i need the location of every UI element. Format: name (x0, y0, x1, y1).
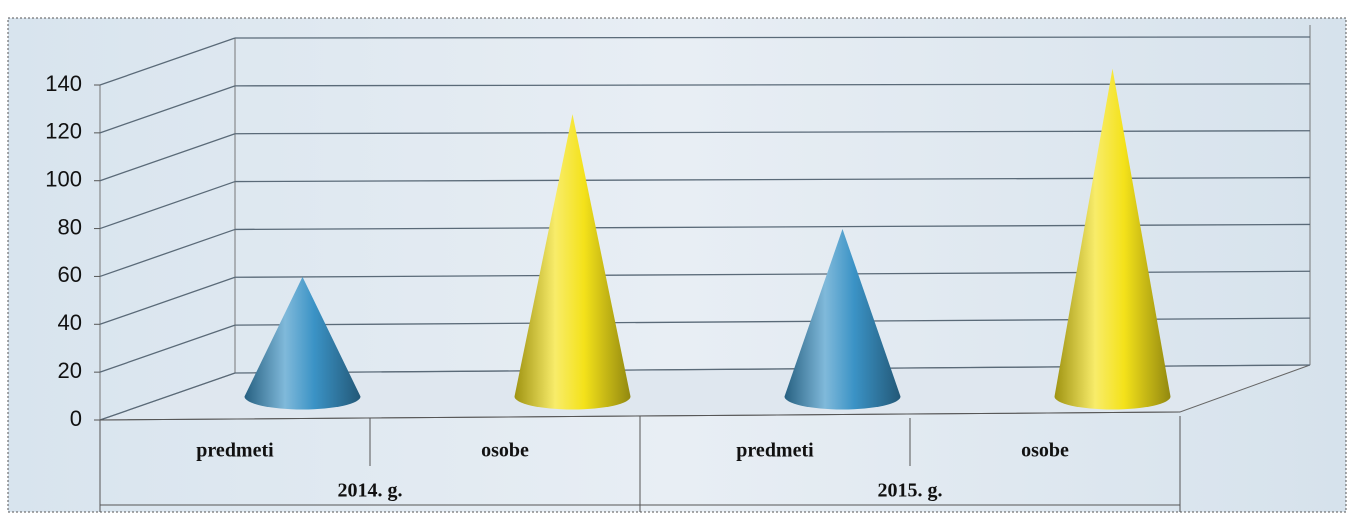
grid-line (99, 276, 236, 325)
y-tick-label: 20 (58, 358, 82, 383)
grid-line (99, 228, 236, 278)
cone (784, 229, 901, 410)
y-tick-label: 100 (45, 167, 82, 192)
grid-line (99, 324, 236, 373)
y-tick-label: 80 (58, 214, 82, 239)
grid-line (99, 37, 236, 86)
cone (1054, 68, 1171, 410)
grid-line (99, 180, 236, 230)
group-label: 2015. g. (878, 480, 943, 502)
grid-line (99, 372, 236, 421)
y-tick-label: 120 (45, 119, 82, 144)
grid-line (234, 83, 1311, 87)
x-tick-label: predmeti (736, 440, 814, 462)
grid-line (99, 133, 236, 182)
group-label: 2014. g. (338, 480, 403, 502)
grid-line (234, 130, 1311, 135)
y-tick-label: 140 (45, 71, 82, 96)
cone (514, 114, 631, 410)
x-tick-label: predmeti (196, 440, 274, 462)
y-tick-label: 40 (58, 310, 82, 335)
grid-line (234, 36, 1311, 39)
cone (244, 276, 361, 410)
y-tick-label: 0 (70, 406, 82, 431)
x-tick-label: osobe (481, 440, 529, 462)
grid-line (99, 85, 236, 134)
y-tick-label: 60 (58, 262, 82, 287)
x-tick-label: osobe (1021, 440, 1069, 462)
